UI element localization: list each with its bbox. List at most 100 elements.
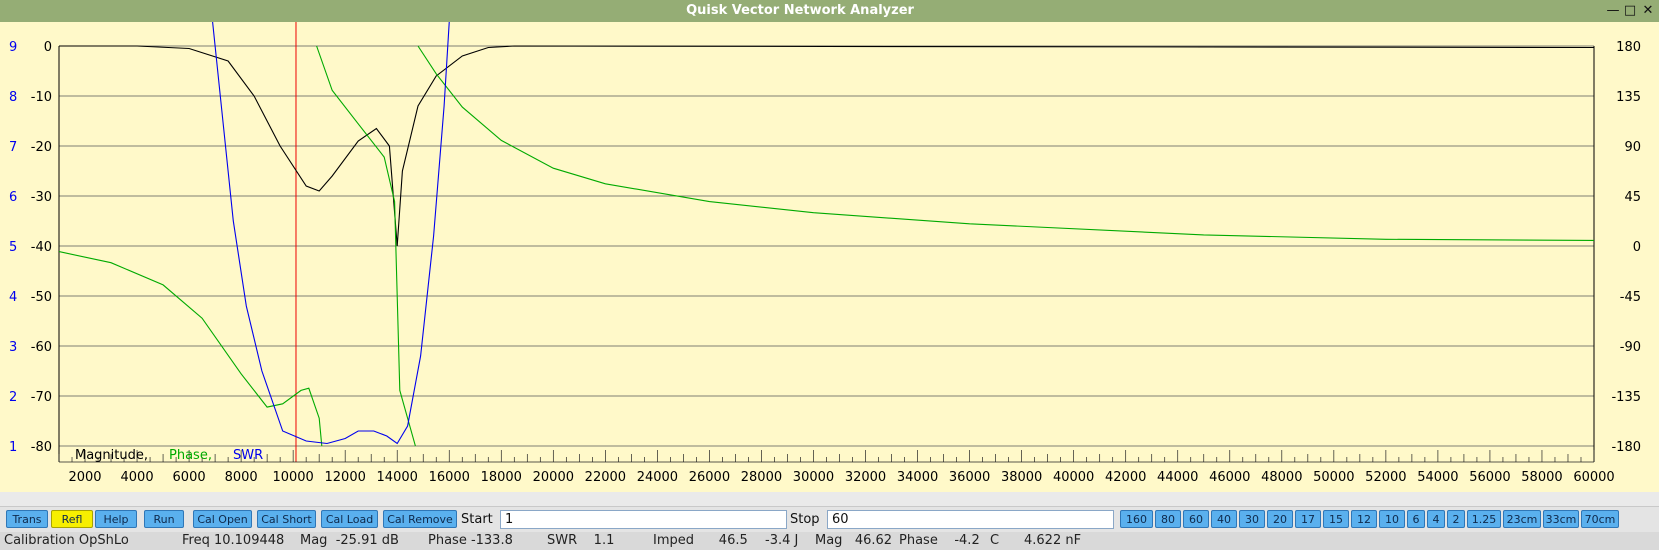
x-tick-label: 36000 (949, 470, 990, 485)
magnitude-tick-label: -70 (31, 390, 52, 405)
legend-phase: Phase, (169, 448, 212, 463)
x-tick-label: 44000 (1157, 470, 1198, 485)
x-tick-label: 60000 (1573, 470, 1614, 485)
band-40-button[interactable]: 40 (1211, 510, 1237, 528)
x-tick-label: 52000 (1365, 470, 1406, 485)
phase-tick-label: -180 (1611, 440, 1641, 455)
band-160-button[interactable]: 160 (1120, 510, 1153, 528)
refl-button[interactable]: Refl (51, 510, 93, 528)
magnitude-tick-label: -20 (31, 140, 52, 155)
magnitude-tick-label: -80 (31, 440, 52, 455)
legend-swr: SWR (233, 448, 263, 463)
band-23cm-button[interactable]: 23cm (1503, 510, 1541, 528)
swr-tick-label: 1 (9, 440, 17, 455)
status-bar: Calibration OpShLo Freq 10.109448 Mag -2… (0, 532, 1659, 550)
phase-tick-label: -135 (1611, 390, 1641, 405)
band-12-button[interactable]: 12 (1351, 510, 1377, 528)
run-button[interactable]: Run (144, 510, 184, 528)
band-80-button[interactable]: 80 (1155, 510, 1181, 528)
cal-open-button[interactable]: Cal Open (193, 510, 252, 528)
phase-tick-label: -45 (1620, 290, 1641, 305)
x-tick-label: 46000 (1209, 470, 1250, 485)
trans-button[interactable]: Trans (6, 510, 48, 528)
title-bar: Quisk Vector Network Analyzer — □ ✕ (0, 0, 1659, 23)
swr-tick-label: 7 (9, 140, 17, 155)
x-tick-label: 28000 (741, 470, 782, 485)
capacitance-label: C (990, 533, 1000, 548)
x-tick-label: 4000 (121, 470, 154, 485)
swr-series-line (212, 22, 450, 445)
calibration-status: Calibration OpShLo (4, 533, 129, 548)
x-tick-label: 14000 (377, 470, 418, 485)
x-tick-label: 40000 (1053, 470, 1094, 485)
magnitude-tick-label: -40 (31, 240, 52, 255)
magnitude-tick-label: -30 (31, 190, 52, 205)
close-icon[interactable]: ✕ (1642, 3, 1654, 18)
swr-tick-label: 9 (9, 40, 17, 55)
x-ruler (58, 450, 1595, 463)
swr-tick-label: 2 (9, 390, 17, 405)
x-tick-label: 58000 (1521, 470, 1562, 485)
phase2-readout: Phase -4.2 (899, 533, 980, 548)
minimize-icon[interactable]: — (1606, 3, 1620, 18)
swr-tick-label: 4 (9, 290, 17, 305)
phase-tick-label: 90 (1624, 140, 1641, 155)
x-tick-label: 8000 (225, 470, 258, 485)
window-title: Quisk Vector Network Analyzer (686, 3, 914, 18)
cal-load-button[interactable]: Cal Load (321, 510, 378, 528)
swr-tick-label: 8 (9, 90, 17, 105)
x-tick-label: 42000 (1105, 470, 1146, 485)
x-tick-label: 10000 (272, 470, 313, 485)
phase-tick-label: -90 (1620, 340, 1641, 355)
stop-input[interactable]: 60 (827, 510, 1114, 529)
x-tick-label: 26000 (689, 470, 730, 485)
phase-tick-label: 45 (1624, 190, 1641, 205)
band-70cm-button[interactable]: 70cm (1581, 510, 1619, 528)
band-30-button[interactable]: 30 (1239, 510, 1265, 528)
band-20-button[interactable]: 20 (1267, 510, 1293, 528)
freq-readout: Freq 10.109448 (182, 533, 285, 548)
vna-plot[interactable]: 9 0 180 8 -10 135 7 -20 90 6 -30 45 5 -40 0 4 -50 -45 3 -60… (0, 22, 1659, 492)
x-tick-label: 24000 (637, 470, 678, 485)
x-tick-label: 30000 (793, 470, 834, 485)
swr-tick-label: 5 (9, 240, 17, 255)
x-tick-label: 34000 (897, 470, 938, 485)
legend-magnitude: Magnitude, (75, 448, 148, 463)
x-tick-label: 22000 (585, 470, 626, 485)
start-label: Start (461, 512, 493, 527)
magnitude-tick-label: -10 (31, 90, 52, 105)
phase-tick-label: 0 (1633, 240, 1641, 255)
cal-remove-button[interactable]: Cal Remove (383, 510, 457, 528)
x-tick-label: 56000 (1469, 470, 1510, 485)
band-6-button[interactable]: 6 (1407, 510, 1425, 528)
swr-tick-label: 3 (9, 340, 17, 355)
x-tick-label: 6000 (173, 470, 206, 485)
cal-short-button[interactable]: Cal Short (257, 510, 316, 528)
band-4-button[interactable]: 4 (1427, 510, 1445, 528)
swr-tick-label: 6 (9, 190, 17, 205)
band-1.25-button[interactable]: 1.25 (1467, 510, 1501, 528)
x-tick-label: 16000 (429, 470, 470, 485)
help-button[interactable]: Help (95, 510, 137, 528)
band-2-button[interactable]: 2 (1447, 510, 1465, 528)
phase-tick-label: 180 (1616, 40, 1641, 55)
magnitude-tick-label: 0 (44, 40, 52, 55)
x-tick-label: 54000 (1417, 470, 1458, 485)
band-60-button[interactable]: 60 (1183, 510, 1209, 528)
control-bar: Trans Refl Help Run Cal Open Cal Short Cal Loa… (0, 506, 1659, 533)
band-10-button[interactable]: 10 (1379, 510, 1405, 528)
band-15-button[interactable]: 15 (1323, 510, 1349, 528)
phase-series-line (59, 45, 1594, 447)
start-input[interactable]: 1 (500, 510, 787, 529)
band-17-button[interactable]: 17 (1295, 510, 1321, 528)
magnitude-tick-label: -60 (31, 340, 52, 355)
phase-tick-label: 135 (1616, 90, 1641, 105)
mag-readout: Mag -25.91 dB (300, 533, 399, 548)
band-33cm-button[interactable]: 33cm (1543, 510, 1579, 528)
x-tick-label: 38000 (1001, 470, 1042, 485)
magnitude-tick-label: -50 (31, 290, 52, 305)
x-tick-label: 50000 (1313, 470, 1354, 485)
reactance-readout: -3.4 J (765, 533, 799, 548)
impedance-readout: Imped 46.5 (653, 533, 748, 548)
maximize-icon[interactable]: □ (1623, 3, 1637, 18)
